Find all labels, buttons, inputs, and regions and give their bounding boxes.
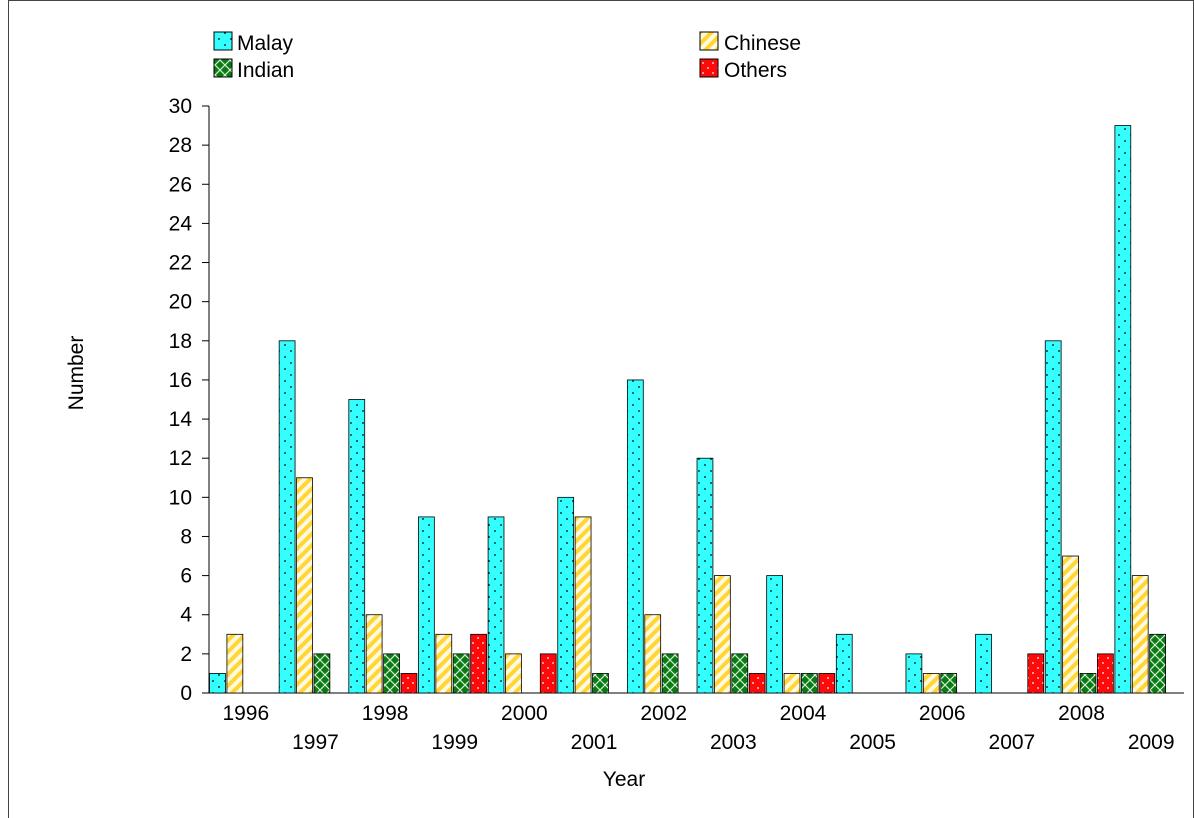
bar-malay-1998 bbox=[348, 399, 366, 694]
x-tick-label: 2002 bbox=[640, 702, 687, 725]
x-tick-label: 1998 bbox=[362, 702, 409, 725]
bar-others-2003 bbox=[748, 673, 766, 694]
x-tick-label: 2004 bbox=[780, 702, 827, 725]
y-tick-label: 0 bbox=[180, 682, 192, 705]
y-tick-label: 6 bbox=[180, 565, 192, 588]
bar-others-2008 bbox=[1097, 653, 1114, 694]
y-axis-label: Number bbox=[65, 336, 88, 411]
bar-indian-2001 bbox=[592, 673, 609, 694]
bar-indian-2009 bbox=[1149, 633, 1166, 694]
y-tick-label: 16 bbox=[169, 369, 192, 392]
y-tick-label: 4 bbox=[180, 604, 192, 627]
legend-label-chinese: Chinese bbox=[724, 32, 801, 55]
y-tick-label: 20 bbox=[169, 291, 192, 314]
legend-item-chinese: Chinese bbox=[699, 31, 801, 55]
bar-chinese-1999 bbox=[435, 633, 453, 694]
bar-indian-1997 bbox=[313, 653, 331, 694]
bars bbox=[209, 125, 1166, 694]
bar-chinese-2002 bbox=[644, 614, 662, 694]
bar-others-1998 bbox=[400, 673, 418, 694]
legend-item-malay: Malay bbox=[213, 31, 294, 55]
x-axis-tick-labels: 1996 1997 1998 1999 2000 2001 2002 2003 2004 2005… bbox=[222, 702, 1174, 754]
bar-others-2004 bbox=[818, 673, 836, 694]
bar-indian-2008 bbox=[1079, 673, 1097, 694]
x-tick-label: 2001 bbox=[571, 731, 618, 754]
legend-swatch-others bbox=[699, 58, 719, 78]
bar-chinese-2001 bbox=[574, 516, 592, 694]
y-tick-label: 12 bbox=[169, 447, 192, 470]
legend-swatch-malay bbox=[213, 31, 233, 51]
bar-chinese-2000 bbox=[505, 653, 522, 694]
legend-label-indian: Indian bbox=[237, 59, 294, 82]
x-tick-label: 2003 bbox=[710, 731, 757, 754]
x-tick-label: 2005 bbox=[849, 731, 896, 754]
legend-item-indian: Indian bbox=[213, 58, 294, 82]
legend-swatch-indian bbox=[213, 58, 233, 78]
bar-indian-2006 bbox=[940, 673, 958, 694]
y-tick-label: 28 bbox=[169, 134, 192, 157]
x-tick-label: 1997 bbox=[292, 731, 339, 754]
bar-indian-2002 bbox=[661, 653, 679, 694]
bar-malay-2002 bbox=[626, 379, 644, 694]
legend-label-malay: Malay bbox=[237, 32, 294, 55]
bar-chinese-2003 bbox=[714, 575, 731, 694]
bar-malay-2001 bbox=[557, 496, 575, 694]
y-tick-label: 22 bbox=[169, 252, 192, 275]
x-tick-label: 2000 bbox=[501, 702, 548, 725]
bar-chinese-2009 bbox=[1131, 575, 1149, 694]
bar-malay-1997 bbox=[278, 340, 296, 694]
y-tick-label: 10 bbox=[169, 486, 192, 509]
bar-indian-1998 bbox=[383, 653, 400, 694]
bar-malay-1996 bbox=[209, 673, 226, 694]
bar-chinese-2004 bbox=[783, 673, 801, 694]
y-tick-label: 8 bbox=[180, 525, 192, 548]
bar-malay-2007 bbox=[975, 633, 992, 694]
bar-malay-2000 bbox=[487, 516, 505, 694]
y-tick-label: 30 bbox=[169, 95, 192, 118]
y-tick-label: 18 bbox=[169, 330, 192, 353]
y-tick-label: 24 bbox=[169, 212, 193, 235]
x-tick-label: 1996 bbox=[222, 702, 269, 725]
x-tick-label: 2006 bbox=[919, 702, 966, 725]
bar-malay-2004 bbox=[766, 575, 783, 694]
bar-chinese-2006 bbox=[922, 673, 940, 694]
x-tick-label: 2007 bbox=[989, 731, 1036, 754]
x-tick-label: 2008 bbox=[1058, 702, 1105, 725]
bar-indian-1999 bbox=[452, 653, 470, 694]
x-tick-label: 2009 bbox=[1128, 731, 1175, 754]
bar-chinese-1997 bbox=[296, 477, 313, 694]
bar-malay-2005 bbox=[835, 633, 853, 694]
bar-indian-2004 bbox=[801, 673, 818, 694]
bar-chinese-2008 bbox=[1062, 555, 1079, 694]
x-axis-label: Year bbox=[603, 768, 645, 791]
legend-item-others: Others bbox=[699, 58, 787, 82]
x-tick-label: 1999 bbox=[431, 731, 478, 754]
bar-malay-2006 bbox=[905, 653, 923, 694]
legend-swatch-chinese bbox=[699, 31, 719, 51]
bar-malay-1999 bbox=[418, 516, 435, 694]
bar-malay-2003 bbox=[696, 457, 714, 694]
bar-others-2007 bbox=[1027, 653, 1045, 694]
legend: Malay Chinese Indian Others bbox=[213, 31, 801, 82]
y-tick-label: 14 bbox=[169, 408, 193, 431]
y-tick-label: 26 bbox=[169, 173, 192, 196]
bar-chinese-1996 bbox=[226, 633, 244, 694]
bar-malay-2009 bbox=[1114, 125, 1132, 694]
legend-label-others: Others bbox=[724, 59, 787, 82]
y-tick-label: 2 bbox=[180, 643, 192, 666]
bar-indian-2003 bbox=[731, 653, 749, 694]
bar-malay-2008 bbox=[1044, 340, 1062, 694]
bar-chinese-1998 bbox=[365, 614, 383, 694]
bar-others-1999 bbox=[470, 633, 487, 694]
bar-others-2000 bbox=[539, 653, 557, 694]
